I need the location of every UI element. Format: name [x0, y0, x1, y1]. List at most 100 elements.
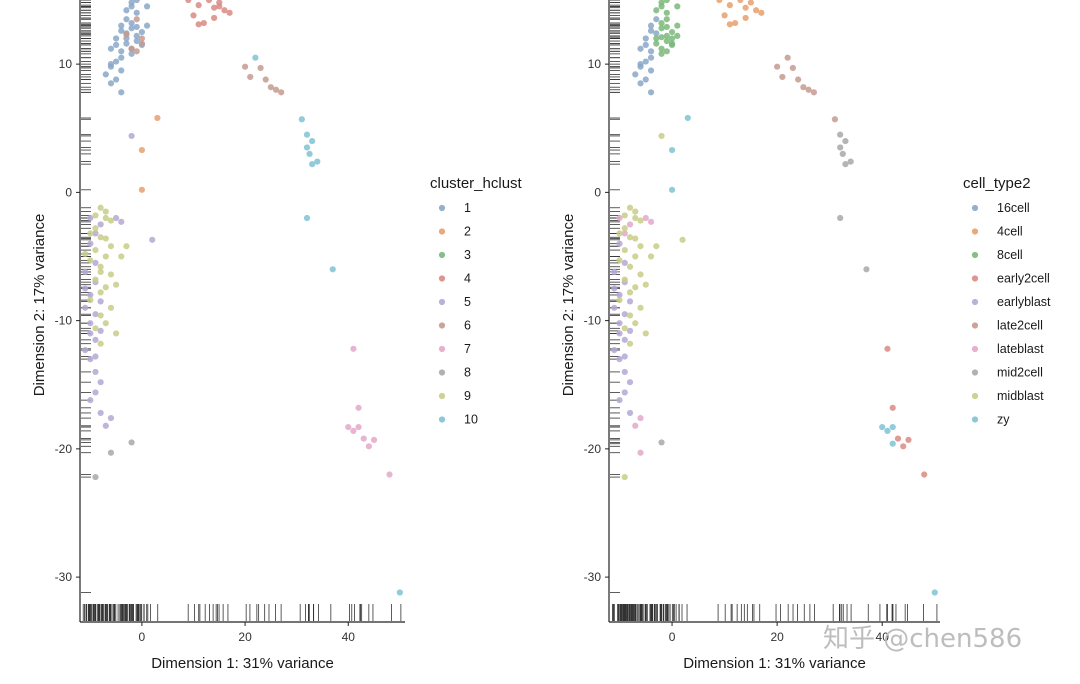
data-point: [309, 161, 316, 168]
y-tick-label: 10: [588, 57, 602, 71]
data-point: [87, 240, 94, 247]
data-point: [642, 76, 649, 83]
data-point: [97, 379, 104, 386]
y-tick-label: -30: [584, 570, 602, 584]
legend-key: [971, 228, 979, 235]
data-point: [278, 89, 285, 96]
data-point: [653, 16, 660, 23]
legend-label: 7: [464, 342, 471, 356]
data-point: [632, 253, 639, 260]
y-tick-label: -20: [55, 442, 73, 456]
data-point: [616, 330, 623, 337]
data-point: [107, 80, 115, 87]
data-point: [795, 76, 802, 83]
data-point: [262, 76, 269, 83]
data-point: [87, 291, 94, 299]
data-point: [658, 439, 665, 446]
data-point: [837, 144, 844, 151]
data-point: [87, 230, 94, 237]
data-point: [674, 3, 681, 10]
data-point: [789, 64, 796, 72]
data-point: [107, 217, 115, 224]
data-point: [133, 9, 140, 16]
data-point: [611, 285, 618, 292]
data-point: [143, 22, 151, 29]
data-point: [82, 285, 89, 292]
legend: cell_type2 16cell 4cell 8cell early2cell earl…: [963, 175, 1051, 427]
data-point: [92, 325, 99, 332]
data-point: [92, 368, 99, 376]
data-point: [621, 246, 628, 254]
data-point: [653, 40, 660, 47]
data-point: [884, 427, 891, 435]
data-point: [97, 289, 104, 296]
data-point: [621, 368, 628, 376]
data-point: [632, 422, 639, 429]
data-point: [626, 263, 634, 270]
series-earlyblast: [611, 240, 634, 417]
data-point: [642, 58, 649, 65]
data-point: [658, 132, 665, 140]
data-point: [668, 35, 676, 42]
legend-key: [438, 322, 446, 329]
legend-key: [971, 298, 979, 306]
data-point: [668, 146, 676, 154]
legend-label: 4cell: [997, 225, 1023, 239]
data-point: [626, 340, 634, 347]
data-point: [138, 28, 146, 36]
data-point: [113, 330, 120, 337]
data-point: [621, 259, 628, 267]
legend-label: mid2cell: [997, 366, 1043, 380]
y-axis-title: Dimension 2: 17% variance: [560, 214, 577, 397]
data-point: [133, 37, 140, 45]
data-point: [306, 150, 313, 157]
series-early2cell: [884, 345, 928, 478]
data-point: [107, 414, 115, 422]
data-point: [123, 243, 130, 250]
y-tick-label: 0: [594, 185, 601, 199]
data-point: [774, 63, 781, 70]
data-point: [658, 50, 665, 57]
series-5: [82, 132, 156, 429]
data-point: [632, 235, 639, 242]
series-8cell: [653, 0, 681, 57]
data-point: [345, 423, 352, 431]
legend: cluster_hclust 1 2 3 4 5 6 7 8 9 10: [430, 175, 523, 427]
data-point: [303, 131, 311, 138]
data-point: [97, 340, 104, 347]
data-point: [742, 14, 749, 22]
data-point: [637, 414, 644, 422]
data-point: [642, 35, 649, 42]
data-point: [123, 7, 130, 14]
data-point: [314, 158, 321, 165]
data-point: [900, 443, 907, 450]
data-point: [616, 355, 623, 363]
data-point: [97, 204, 104, 211]
y-tick-label: -10: [55, 314, 73, 328]
data-point: [107, 243, 115, 250]
data-point: [97, 221, 104, 228]
data-point: [92, 336, 99, 343]
data-point: [647, 54, 655, 61]
data-point: [272, 86, 280, 93]
legend-label: 3: [464, 248, 471, 262]
data-point: [92, 212, 99, 219]
data-point: [82, 304, 89, 311]
data-point: [309, 137, 316, 145]
data-point: [626, 204, 634, 211]
data-point: [128, 0, 135, 6]
data-point: [679, 236, 686, 243]
data-point: [200, 19, 207, 27]
data-point: [647, 218, 655, 225]
legend-label: 2: [464, 225, 471, 239]
data-point: [616, 296, 623, 304]
x-axis-title: Dimension 1: 31% variance: [151, 655, 334, 672]
data-point: [241, 63, 249, 70]
data-point: [102, 235, 109, 242]
data-point: [118, 48, 125, 55]
data-point: [632, 71, 639, 78]
data-point: [931, 589, 938, 596]
watermark-text: 知乎 @chen586: [823, 624, 1022, 654]
data-point: [87, 214, 94, 222]
data-point: [102, 320, 109, 327]
